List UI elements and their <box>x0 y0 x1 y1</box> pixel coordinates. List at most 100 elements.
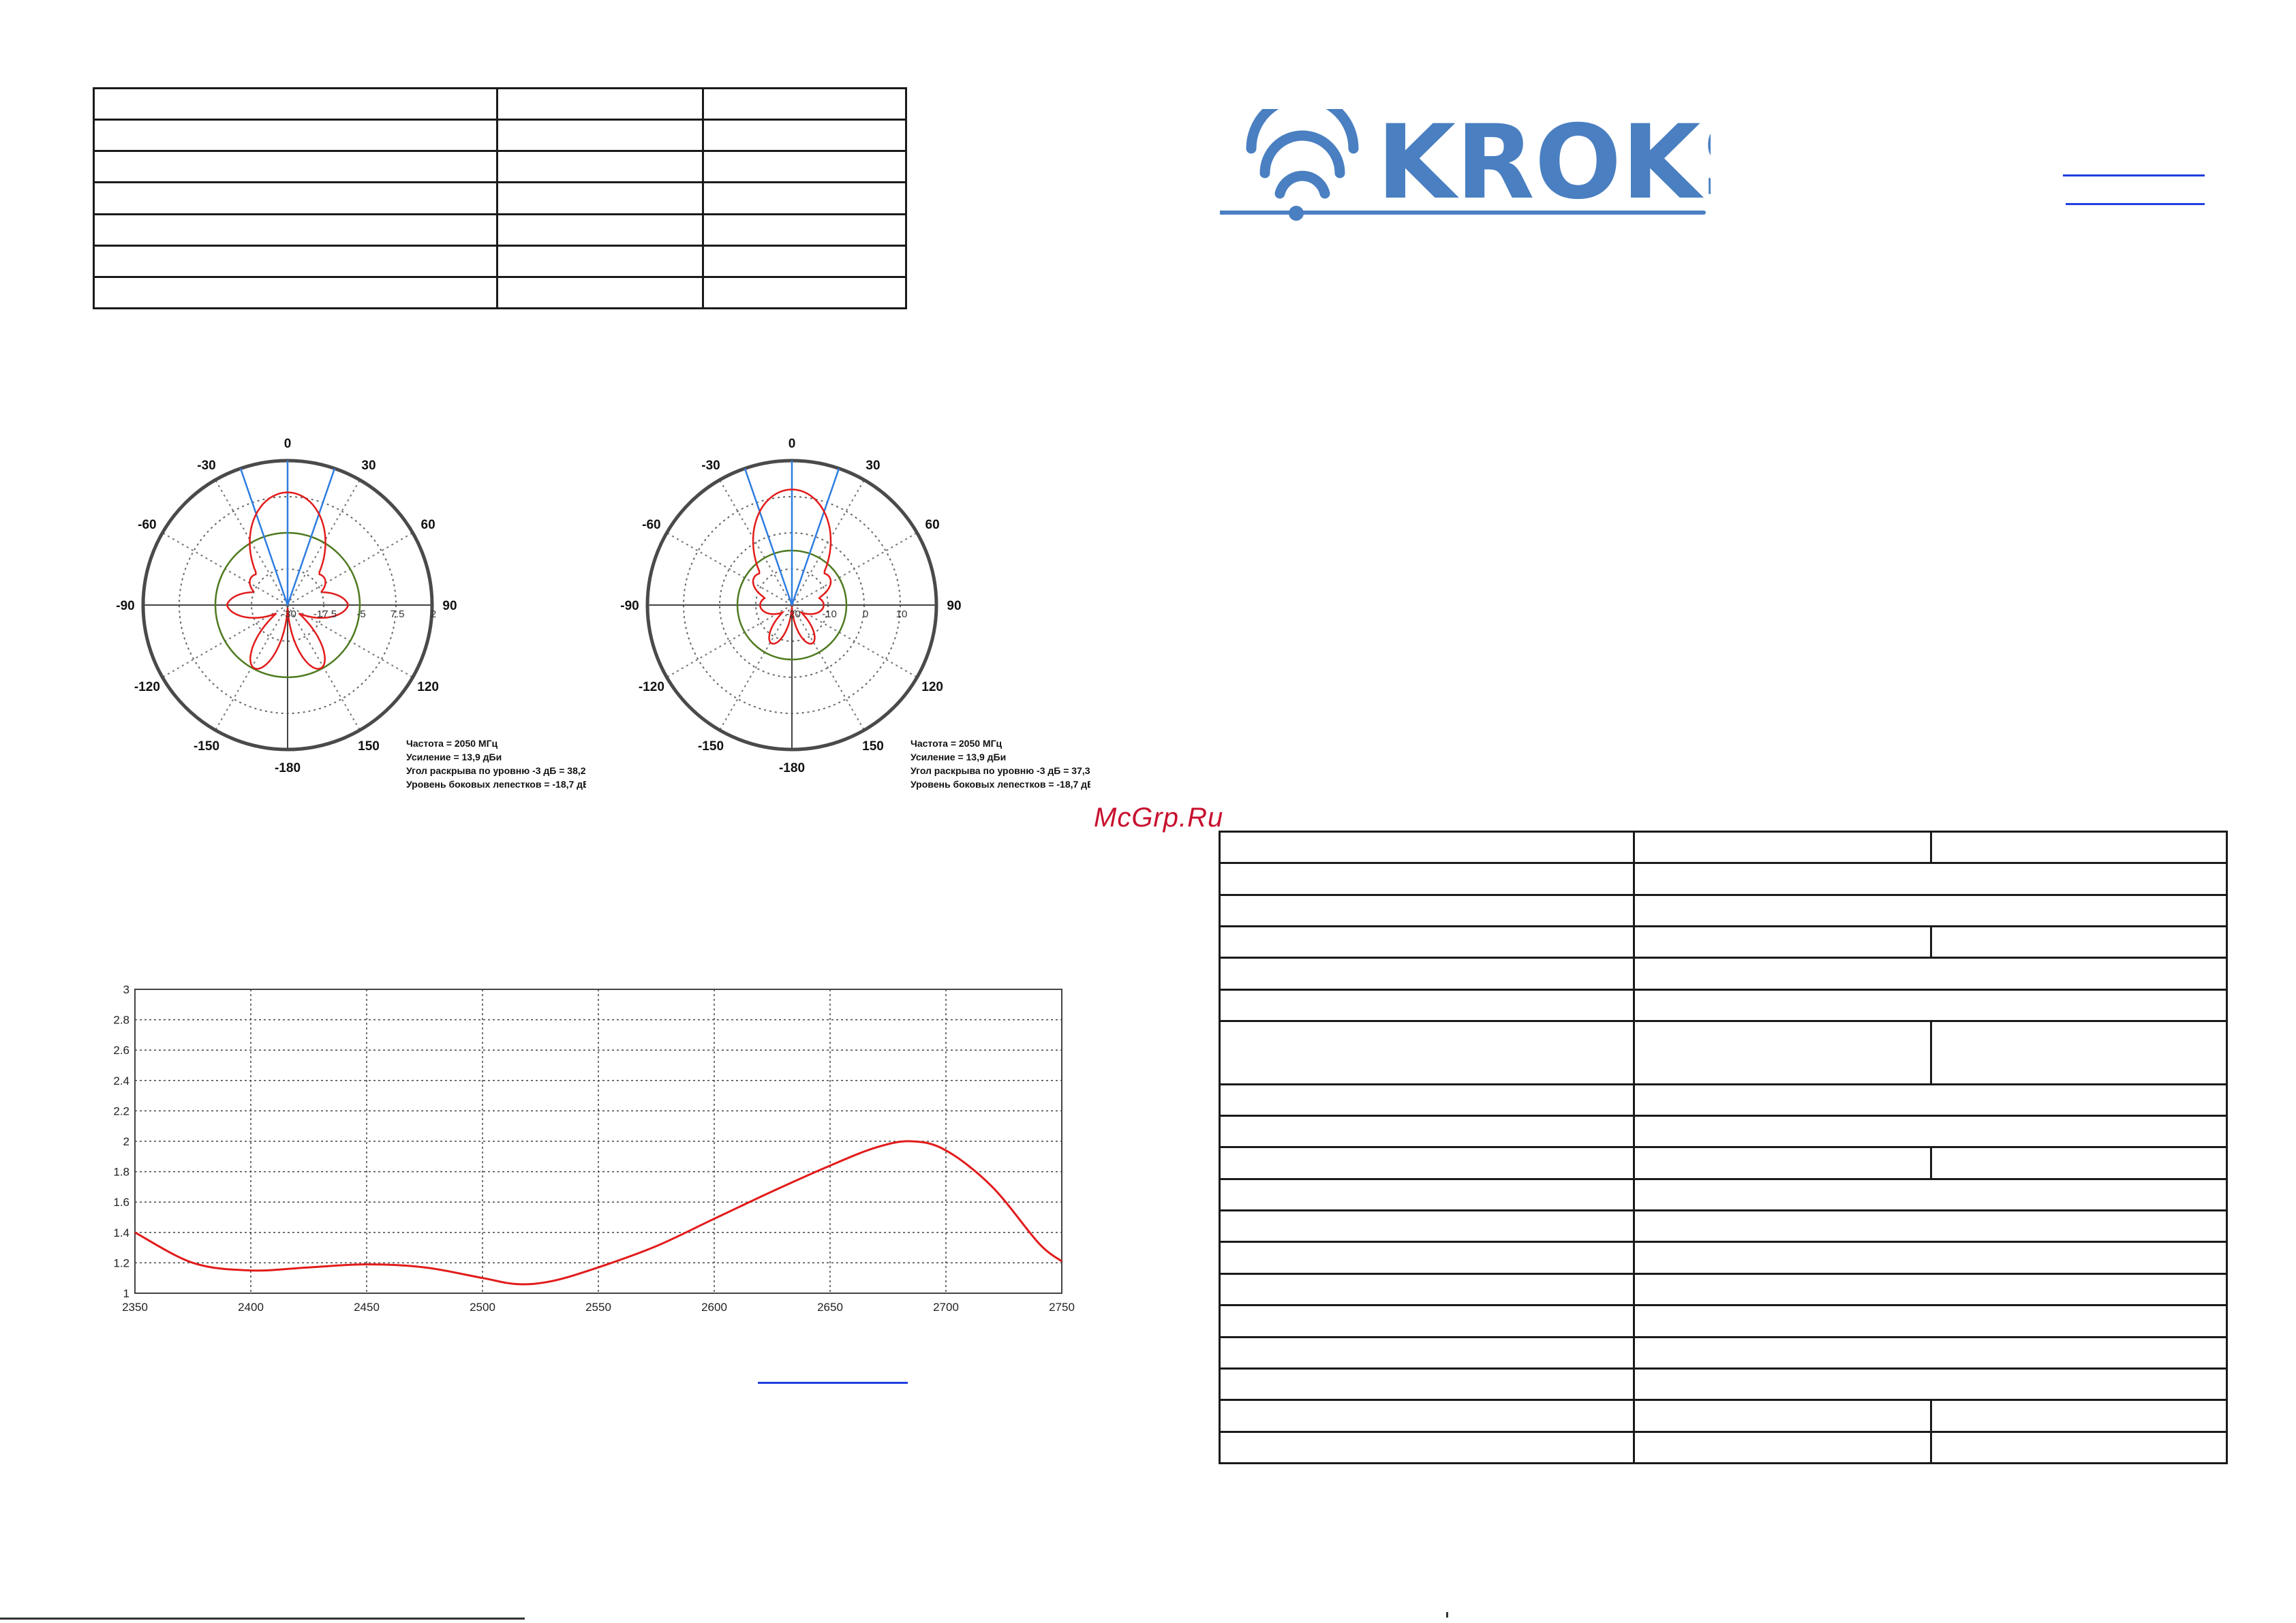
beam-line <box>791 468 840 606</box>
ring-tick-label: -10 <box>822 608 837 620</box>
angle-label: -150 <box>194 739 219 754</box>
table-row <box>1219 1367 2228 1402</box>
table-cell <box>93 213 498 247</box>
table-row <box>1219 1020 2228 1085</box>
table-row <box>1219 1335 2228 1370</box>
ring-tick-label: -30 <box>281 608 296 620</box>
y-tick-label: 2.8 <box>113 1014 129 1027</box>
table-cell <box>1633 988 2228 1023</box>
table-cell <box>496 275 704 310</box>
vswr-chart: 1 1.2 1.4 1.6 1.8 2 2.2 2.4 2.6 2.8 3 2350 2400 2450 2… <box>102 981 1090 1335</box>
wifi-signal-icon: KROKS <box>1218 92 1775 222</box>
brand-name: KROKS <box>1377 109 1711 222</box>
table-row <box>93 181 907 215</box>
table-cell <box>1219 1272 1635 1307</box>
table-cell <box>1633 925 1932 959</box>
beam-line <box>286 468 336 606</box>
x-tick-label: 2400 <box>238 1301 264 1314</box>
x-tick-label: 2750 <box>1049 1301 1075 1314</box>
table-cell <box>1633 1399 1932 1433</box>
table-cell <box>496 87 704 121</box>
top-left-table <box>93 87 907 310</box>
table-cell <box>1930 830 2228 865</box>
pattern-caption-line: Угол раскрыва по уровню -3 дБ = 37,3° <box>910 765 1090 776</box>
x-tick-label: 2700 <box>933 1301 959 1314</box>
table-row <box>1219 893 2228 928</box>
angle-label: 0 <box>789 437 796 451</box>
table-cell <box>1633 1209 2228 1243</box>
table-cell <box>702 275 907 310</box>
table-cell <box>1633 1146 1932 1180</box>
vswr-series-line <box>134 1140 1062 1286</box>
angle-label: -180 <box>779 761 805 775</box>
table-row <box>1219 1399 2228 1433</box>
x-tick-label: 2600 <box>701 1301 727 1314</box>
pattern-caption-line: Усиление = 13,9 дБи <box>910 752 1006 762</box>
y-tick-label: 1 <box>123 1287 129 1300</box>
table-cell <box>496 150 704 184</box>
polar-spoke <box>791 479 865 606</box>
ring-tick-label: 2 <box>431 608 436 620</box>
table-cell <box>702 150 907 184</box>
table-row <box>1219 988 2228 1023</box>
table-cell <box>1219 1304 1635 1338</box>
table-cell <box>1219 925 1635 959</box>
polar-diagram-right: -20 -10 0 10 0 30 60 90 120 150 -180 -150 -120 -90 -60… <box>613 429 1094 811</box>
polar-spoke <box>719 604 793 731</box>
y-tick-label: 2 <box>123 1135 129 1148</box>
angle-label: 60 <box>421 518 435 532</box>
angle-label: -120 <box>134 680 160 694</box>
table-cell <box>1219 1177 1635 1212</box>
table-row <box>1219 1304 2228 1338</box>
y-tick-label: 1.4 <box>113 1226 129 1239</box>
angle-label: 120 <box>921 680 943 694</box>
radiation-pattern <box>226 491 350 670</box>
table-row <box>1219 830 2228 865</box>
x-tick-label: 2650 <box>817 1301 843 1314</box>
table-row <box>93 275 907 310</box>
table-row <box>1219 1083 2228 1117</box>
ring-tick-label: 10 <box>896 608 908 620</box>
angle-label: 150 <box>358 739 380 754</box>
table-row <box>1219 957 2228 991</box>
beam-line <box>239 468 289 606</box>
link-line-2[interactable] <box>2066 203 2205 205</box>
polar-spoke <box>791 604 918 678</box>
table-cell <box>1633 1304 2228 1338</box>
angle-label: -90 <box>620 599 639 613</box>
table-cell <box>1930 925 2228 959</box>
table-row <box>1219 925 2228 959</box>
angle-label: 150 <box>862 739 884 754</box>
pattern-caption-line: Частота = 2050 МГц <box>406 738 498 749</box>
watermark: McGrp.Ru <box>1094 803 1224 833</box>
ring-tick-label: -20 <box>786 608 801 620</box>
table-cell <box>1633 1272 2228 1307</box>
link-line-1[interactable] <box>2063 174 2205 176</box>
table-cell <box>1219 957 1635 991</box>
table-cell <box>702 181 907 215</box>
table-row <box>93 213 907 247</box>
table-cell <box>1219 862 1635 896</box>
table-cell <box>1219 1241 1635 1275</box>
angle-label: -120 <box>639 680 664 694</box>
angle-label: 60 <box>925 518 940 532</box>
angle-label: 0 <box>284 437 292 451</box>
x-tick-label: 2500 <box>470 1301 495 1314</box>
table-cell <box>1219 1209 1635 1243</box>
table-cell <box>1219 1430 1635 1465</box>
table-row <box>93 244 907 278</box>
angle-label: -60 <box>642 518 660 532</box>
angle-label: -60 <box>138 518 156 532</box>
angle-label: 30 <box>361 459 376 473</box>
link-line-3[interactable] <box>758 1382 908 1384</box>
table-cell <box>1219 1146 1635 1180</box>
table-cell <box>1633 830 1932 865</box>
table-cell <box>1219 1020 1635 1085</box>
table-cell <box>1219 1115 1635 1149</box>
specs-table <box>1219 830 2228 1465</box>
table-cell <box>1633 1335 2228 1370</box>
angle-label: 120 <box>417 680 439 694</box>
table-cell <box>1633 893 2228 928</box>
table-cell <box>702 213 907 247</box>
angle-label: -30 <box>197 459 215 473</box>
